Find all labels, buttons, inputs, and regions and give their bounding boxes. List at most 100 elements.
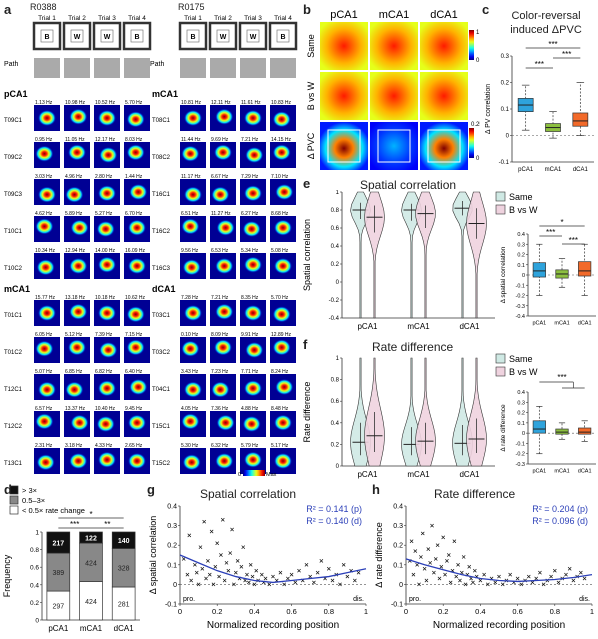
trial-color-label: B xyxy=(134,34,139,41)
data-point xyxy=(330,578,335,583)
y-tick-label: 0.3 xyxy=(167,523,177,530)
panel-a-ratemaps: Trial 1 B Trial 2 W Trial 3 W Trial 4 B Trial 1 B… xyxy=(4,15,298,478)
firing-rate: 6.40 Hz xyxy=(125,369,143,375)
y-tick-label: 1 xyxy=(336,356,340,362)
firing-rate: 6.57 Hz xyxy=(35,406,53,412)
data-point xyxy=(228,551,233,555)
place-field xyxy=(38,186,56,203)
pv-heatmap xyxy=(320,22,368,70)
bar-count-label: 217 xyxy=(52,541,64,548)
significance-stars: *** xyxy=(562,50,571,59)
firing-rate: 8.03 Hz xyxy=(125,137,143,143)
box xyxy=(578,261,592,277)
cell-id: T03C1 xyxy=(152,313,171,319)
significance-stars: * xyxy=(89,510,92,519)
data-point xyxy=(278,570,283,575)
y-tick-label: 0.1 xyxy=(517,263,525,269)
trial-label: Trial 4 xyxy=(274,15,292,22)
firing-rate: 5.79 Hz xyxy=(241,443,259,449)
region-label: pCA1 xyxy=(4,89,28,99)
trial-color-label: B xyxy=(280,34,285,41)
cell-id: T12C1 xyxy=(4,387,23,393)
data-point xyxy=(426,547,431,551)
x-tick-label: dCA1 xyxy=(114,624,135,633)
data-point xyxy=(432,570,436,575)
firing-rate: 9.91 Hz xyxy=(241,332,259,338)
y-tick-label: 0 xyxy=(35,618,39,625)
place-field xyxy=(69,258,88,274)
data-point xyxy=(213,564,218,569)
firing-rate: 8.09 Hz xyxy=(211,332,229,338)
firing-rate: 4.33 Hz xyxy=(95,443,113,449)
y-tick-label: 0.1 xyxy=(501,107,510,113)
y-axis-label: Frequency xyxy=(2,554,12,597)
place-field xyxy=(128,453,146,469)
firing-rate: 5.30 Hz xyxy=(181,443,199,449)
data-point xyxy=(226,568,231,573)
cell-id: T16C2 xyxy=(152,229,171,235)
data-point xyxy=(430,523,434,528)
firing-rate: 4.88 Hz xyxy=(241,406,259,412)
bar-count-label: 328 xyxy=(118,566,130,573)
data-point xyxy=(267,582,272,587)
firing-rate: 7.21 Hz xyxy=(241,137,259,143)
y-axis-label: Δ rate difference xyxy=(374,522,384,587)
data-point xyxy=(422,566,427,571)
firing-rate: 12.11 Hz xyxy=(211,100,231,106)
data-point xyxy=(441,535,446,540)
y-tick-label: 0.4 xyxy=(331,244,340,250)
path-trace xyxy=(64,58,90,78)
legend-label: B vs W xyxy=(509,205,538,215)
firing-rate: 10.83 Hz xyxy=(271,100,292,106)
data-point xyxy=(456,562,460,567)
y-axis-label: Rate difference xyxy=(302,382,312,443)
firing-rate: 6.27 Hz xyxy=(241,211,259,217)
place-field xyxy=(244,380,262,397)
y-tick-label: 1 xyxy=(336,190,340,196)
y-tick-label: 0 xyxy=(336,280,340,286)
y-tick-label: 0.2 xyxy=(393,543,403,550)
data-point xyxy=(308,574,313,579)
place-field xyxy=(36,259,55,276)
panel-label-a: a xyxy=(4,2,12,17)
y-tick-label: -0.3 xyxy=(516,304,525,310)
place-field xyxy=(35,413,54,430)
y-tick-label: 1 xyxy=(35,530,39,537)
y-tick-label: 0.1 xyxy=(167,562,177,569)
x-tick-label: mCA1 xyxy=(407,470,430,479)
bar-count-label: 389 xyxy=(52,570,64,577)
data-point xyxy=(515,576,520,581)
data-point xyxy=(428,560,433,565)
y-axis-label: Δ PV correlation xyxy=(485,84,492,134)
x-tick-label: 1 xyxy=(590,607,594,616)
place-field xyxy=(98,110,116,126)
x-tick-label: 0.6 xyxy=(286,607,296,616)
colorbar-label: 0 xyxy=(476,156,480,162)
significance-stars: *** xyxy=(70,520,79,529)
firing-rate: 1.44 Hz xyxy=(125,174,143,180)
legend-swatch xyxy=(9,495,19,505)
firing-rate: 11.05 Hz xyxy=(65,137,85,143)
place-field xyxy=(128,258,146,274)
place-field xyxy=(244,451,262,468)
data-point xyxy=(356,570,361,575)
y-tick-label: 0.3 xyxy=(517,400,525,406)
trial-cue xyxy=(276,29,290,43)
x-tick-label: pCA1 xyxy=(357,470,378,479)
x-tick-label: 0.6 xyxy=(512,607,522,616)
data-point xyxy=(352,578,357,583)
data-point xyxy=(472,568,477,573)
place-field xyxy=(36,454,55,471)
data-point xyxy=(433,557,438,561)
trial-cue xyxy=(130,29,144,43)
firing-rate: 7.71 Hz xyxy=(241,369,259,375)
data-point xyxy=(204,576,208,581)
firing-rate: 9.45 Hz xyxy=(125,406,143,412)
data-point xyxy=(181,557,186,561)
y-tick-label: 0.1 xyxy=(393,562,403,569)
data-point xyxy=(485,582,490,587)
place-field xyxy=(214,339,232,356)
violin xyxy=(452,191,473,319)
box xyxy=(532,262,546,278)
place-field xyxy=(245,147,264,163)
